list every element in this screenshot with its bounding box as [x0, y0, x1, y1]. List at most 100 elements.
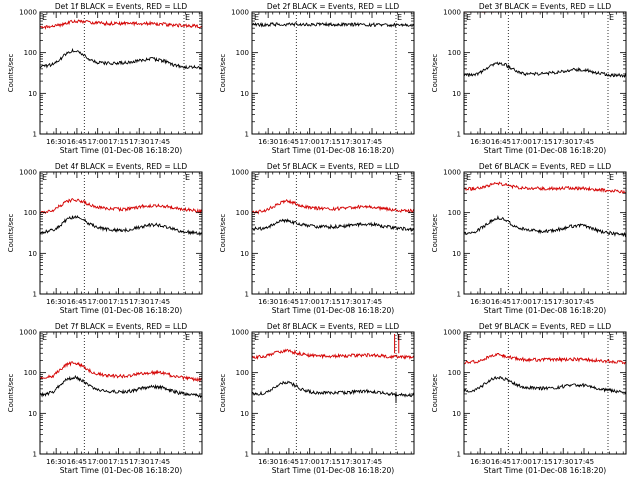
y-tick-label: 100 — [24, 49, 37, 57]
y-axis-label: Counts/sec — [7, 214, 15, 253]
x-tick-label: 17:30 — [341, 138, 361, 146]
x-tick-label: 17:45 — [362, 298, 382, 306]
x-tick-label: 17:45 — [574, 458, 594, 466]
plot-frame — [463, 171, 627, 295]
event-start-mark: E — [42, 333, 47, 342]
x-tick-label: 16:45 — [67, 458, 87, 466]
y-tick-label: 1000 — [19, 9, 37, 17]
detector-panel-3: Det 3f BLACK = Events, RED = LLD 1 10 100 10… — [431, 2, 627, 155]
events-series-line — [40, 47, 202, 70]
y-axis-label: Counts/sec — [431, 54, 439, 93]
events-series-line — [464, 214, 626, 238]
y-tick-label: 100 — [24, 209, 37, 217]
event-start-mark: E — [42, 173, 47, 182]
y-tick-label: 1 — [457, 451, 461, 459]
y-tick-label: 10 — [240, 410, 249, 418]
y-tick-label: 10 — [28, 90, 37, 98]
x-axis-label: Start Time (01-Dec-08 16:18:20) — [272, 306, 394, 315]
x-tick-label: 17:15 — [532, 298, 552, 306]
series-group — [40, 361, 202, 399]
series-group — [464, 181, 626, 238]
detector-panel-7: Det 7f BLACK = Events, RED = LLD 1 10 100 10… — [7, 322, 203, 475]
panel-title: Det 3f BLACK = Events, RED = LLD — [479, 2, 612, 11]
x-tick-label: 17:00 — [300, 138, 320, 146]
y-tick-label: 1 — [457, 291, 461, 299]
y-tick-label: 1000 — [231, 9, 249, 17]
plot-frame — [251, 171, 415, 295]
y-axis-label: Counts/sec — [219, 374, 227, 413]
x-tick-label: 17:30 — [129, 138, 149, 146]
x-tick-label: 17:15 — [320, 458, 340, 466]
y-tick-label: 100 — [236, 209, 249, 217]
lld-series-line — [252, 198, 414, 215]
detector-panel-2: Det 2f BLACK = Events, RED = LLD 1 10 100 10… — [219, 2, 415, 155]
x-tick-label: 16:30 — [470, 458, 490, 466]
x-tick-label: 16:45 — [279, 138, 299, 146]
x-tick-label: 17:30 — [129, 298, 149, 306]
series-group — [252, 21, 414, 28]
panel-title: Det 6f BLACK = Events, RED = LLD — [479, 162, 612, 171]
y-tick-label: 1 — [245, 291, 249, 299]
x-tick-label: 16:30 — [258, 298, 278, 306]
x-tick-label: 17:15 — [532, 458, 552, 466]
x-tick-label: 16:30 — [46, 298, 66, 306]
lld-series-line — [464, 181, 626, 194]
x-tick-label: 17:45 — [150, 298, 170, 306]
x-axis-label: Start Time (01-Dec-08 16:18:20) — [484, 466, 606, 475]
y-tick-label: 100 — [448, 209, 461, 217]
y-tick-label: 100 — [448, 49, 461, 57]
x-tick-label: 17:00 — [512, 138, 532, 146]
x-axis-label: Start Time (01-Dec-08 16:18:20) — [60, 306, 182, 315]
x-tick-label: 16:30 — [470, 138, 490, 146]
events-series-line — [40, 374, 202, 399]
series-group — [252, 334, 414, 403]
panel-title: Det 7f BLACK = Events, RED = LLD — [55, 322, 188, 331]
y-tick-label: 1 — [33, 451, 37, 459]
x-tick-label: 16:45 — [491, 298, 511, 306]
x-tick-label: 17:45 — [150, 138, 170, 146]
y-tick-label: 1 — [33, 131, 37, 139]
x-tick-label: 17:15 — [320, 138, 340, 146]
series-group — [40, 198, 202, 237]
x-tick-label: 16:45 — [67, 138, 87, 146]
event-end-mark: E — [185, 173, 190, 182]
event-end-mark: E — [397, 333, 402, 342]
x-tick-label: 17:45 — [574, 138, 594, 146]
x-tick-label: 16:30 — [258, 458, 278, 466]
y-tick-label: 10 — [240, 90, 249, 98]
series-group — [252, 198, 414, 233]
series-group — [464, 12, 626, 79]
x-tick-label: 16:30 — [46, 138, 66, 146]
y-tick-label: 10 — [28, 250, 37, 258]
y-tick-label: 1000 — [231, 169, 249, 177]
detector-panel-6: Det 6f BLACK = Events, RED = LLD 1 10 100 10… — [431, 162, 627, 315]
x-tick-label: 17:30 — [341, 458, 361, 466]
plot-frame — [463, 331, 627, 455]
y-tick-label: 1000 — [443, 9, 461, 17]
x-tick-label: 17:00 — [300, 298, 320, 306]
x-tick-label: 17:15 — [532, 138, 552, 146]
y-axis-label: Counts/sec — [219, 214, 227, 253]
event-end-mark: E — [609, 173, 614, 182]
x-tick-label: 17:30 — [553, 138, 573, 146]
x-tick-label: 17:45 — [150, 458, 170, 466]
x-tick-label: 17:15 — [320, 298, 340, 306]
event-start-mark: E — [466, 333, 471, 342]
y-tick-label: 1000 — [231, 329, 249, 337]
plot-frame — [463, 11, 627, 135]
y-tick-label: 1 — [245, 451, 249, 459]
x-tick-label: 16:30 — [470, 298, 490, 306]
x-tick-label: 17:45 — [362, 458, 382, 466]
y-tick-label: 10 — [452, 250, 461, 258]
x-tick-label: 17:30 — [341, 298, 361, 306]
series-group — [40, 19, 202, 70]
y-axis-label: Counts/sec — [431, 374, 439, 413]
y-tick-label: 1000 — [443, 329, 461, 337]
detector-panel-4: Det 4f BLACK = Events, RED = LLD 1 10 100 10… — [7, 162, 203, 315]
x-tick-label: 16:30 — [258, 138, 278, 146]
y-axis-label: Counts/sec — [431, 214, 439, 253]
event-end-mark: E — [397, 173, 402, 182]
event-end-mark: E — [609, 333, 614, 342]
x-tick-label: 17:00 — [512, 298, 532, 306]
x-tick-label: 16:45 — [67, 298, 87, 306]
